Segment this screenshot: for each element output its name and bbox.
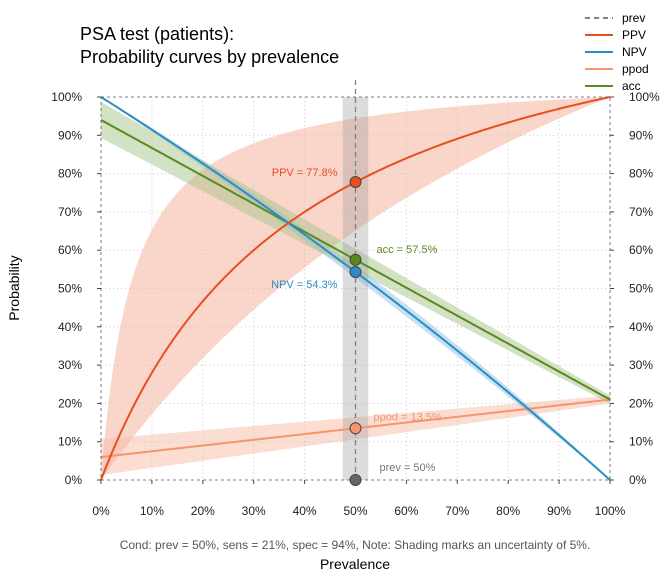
y-axis-title: Probability: [6, 255, 22, 320]
legend-label-ppv: PPV: [622, 28, 646, 42]
x-tick-label: 20%: [191, 504, 215, 518]
x-tick-label: 0%: [92, 504, 110, 518]
y-tick-label-right: 60%: [629, 243, 653, 257]
legend-label-prev: prev: [622, 11, 645, 25]
y-tick-label-right: 0%: [629, 473, 647, 487]
ppod-point-label: ppod = 13.5%: [374, 411, 442, 423]
y-tick-label-left: 10%: [58, 435, 82, 449]
y-tick-label-left: 80%: [58, 167, 82, 181]
x-tick-label: 70%: [445, 504, 469, 518]
legend-label-npv: NPV: [622, 45, 647, 59]
npv-point-label: NPV = 54.3%: [271, 279, 338, 291]
point-labels: prev = 50% PPV = 77.8% NPV = 54.3% ppod = 1…: [271, 167, 442, 474]
y-tick-label-right: 20%: [629, 396, 653, 410]
y-tick-label-right: 70%: [629, 205, 653, 219]
npv-point: [349, 266, 362, 279]
caption: Cond: prev = 50%, sens = 21%, spec = 94%…: [120, 538, 591, 552]
y-tick-label-right: 80%: [629, 167, 653, 181]
y-tick-label-right: 10%: [629, 435, 653, 449]
prevalence-band: [342, 80, 369, 480]
prev-point-label: prev = 50%: [380, 462, 436, 474]
y-tick-label-right: 40%: [629, 320, 653, 334]
x-axis-title: Prevalence: [320, 556, 390, 572]
y-tick-label-right: 30%: [629, 358, 653, 372]
y-tick-label-left: 90%: [58, 128, 82, 142]
x-tick-label: 60%: [394, 504, 418, 518]
axes: 0% 10% 20% 30% 40% 50% 60% 70% 80% 90% 100% 0% 0% 10%…: [51, 90, 660, 518]
y-tick-label-left: 50%: [58, 282, 82, 296]
title-line-2: Probability curves by prevalence: [80, 47, 339, 67]
y-tick-label-right: 50%: [629, 282, 653, 296]
ppod-point: [349, 422, 362, 435]
data-points: [349, 176, 362, 486]
y-tick-label-left: 30%: [58, 358, 82, 372]
chart-title: PSA test (patients): Probability curves …: [80, 24, 339, 67]
x-tick-label: 10%: [140, 504, 164, 518]
legend: prev PPV NPV ppod acc: [585, 11, 649, 93]
x-tick-label: 100%: [595, 504, 626, 518]
legend-label-acc: acc: [622, 79, 641, 93]
acc-point: [349, 253, 362, 266]
y-tick-label-left: 60%: [58, 243, 82, 257]
y-tick-label-left: 0%: [65, 473, 83, 487]
y-tick-label-left: 70%: [58, 205, 82, 219]
x-tick-label: 80%: [496, 504, 520, 518]
x-tick-label: 90%: [547, 504, 571, 518]
grid-lines: [101, 97, 610, 480]
x-tick-label: 40%: [293, 504, 317, 518]
prev-point: [349, 474, 362, 486]
x-tick-label: 30%: [242, 504, 266, 518]
y-tick-label-right: 90%: [629, 128, 653, 142]
ppv-point-label: PPV = 77.8%: [272, 167, 338, 179]
ppv-point: [349, 176, 362, 189]
acc-point-label: acc = 57.5%: [377, 244, 438, 256]
y-tick-label-left: 40%: [58, 320, 82, 334]
y-tick-label-left: 20%: [58, 396, 82, 410]
x-tick-label: 50%: [343, 504, 367, 518]
legend-label-ppod: ppod: [622, 62, 649, 76]
y-tick-label-right: 100%: [629, 90, 660, 104]
title-line-1: PSA test (patients):: [80, 24, 234, 44]
y-tick-label-left: 100%: [51, 90, 82, 104]
